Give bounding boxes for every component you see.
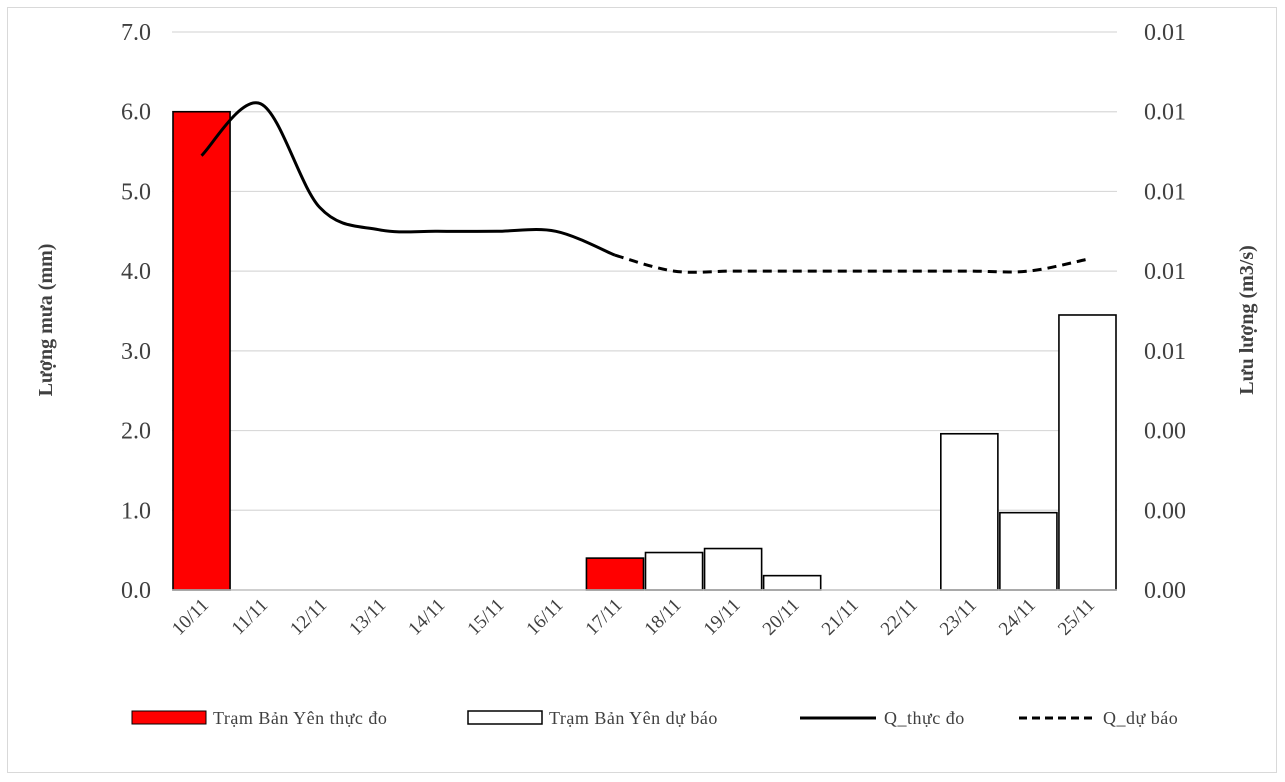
legend-item-0: Trạm Bản Yên thực đo xyxy=(131,708,387,728)
y-axis-right-ticks: 0.00 0.00 0.00 0.01 0.01 0.01 0.01 0.01 xyxy=(1144,20,1186,604)
x-tick-label: 21/11 xyxy=(818,595,863,640)
y-tick-label: 6.0 xyxy=(121,100,151,126)
bar-observed-17-11 xyxy=(585,557,645,591)
y2-tick-label: 0.00 xyxy=(1144,419,1186,445)
x-tick-label: 23/11 xyxy=(936,595,981,640)
y2-tick-label: 0.00 xyxy=(1144,578,1186,604)
y2-axis-title: Lưu lượng (m3/s) xyxy=(1236,245,1258,395)
x-tick-label: 12/11 xyxy=(286,595,331,640)
y2-tick-label: 0.01 xyxy=(1144,20,1186,46)
legend-label-0: Trạm Bản Yên thực đo xyxy=(213,708,387,728)
y-axis-left-ticks: 0.0 1.0 2.0 3.0 4.0 5.0 6.0 7.0 xyxy=(121,20,151,604)
legend-swatch-forecast-rain xyxy=(467,710,543,725)
x-tick-label: 20/11 xyxy=(759,595,804,640)
y-tick-label: 0.0 xyxy=(121,578,151,604)
x-tick-label: 25/11 xyxy=(1054,595,1099,640)
x-tick-label: 18/11 xyxy=(641,595,686,640)
legend-item-2: Q_thực đo xyxy=(800,708,965,728)
x-tick-label: 22/11 xyxy=(877,595,922,640)
y2-tick-label: 0.00 xyxy=(1144,498,1186,524)
y-tick-label: 3.0 xyxy=(121,339,151,365)
x-axis-ticks: 10/11 11/11 12/11 13/11 14/11 15/11 16/11 17/11… xyxy=(168,595,1099,640)
x-tick-label: 13/11 xyxy=(345,595,390,640)
y2-tick-label: 0.01 xyxy=(1144,100,1186,126)
legend-label-2: Q_thực đo xyxy=(884,708,965,728)
y-tick-label: 5.0 xyxy=(121,179,151,205)
y-tick-label: 1.0 xyxy=(121,498,151,524)
legend: Trạm Bản Yên thực đo Trạm Bản Yên dự báo… xyxy=(131,708,1178,728)
y-tick-label: 2.0 xyxy=(121,419,151,445)
x-tick-label: 19/11 xyxy=(700,595,745,640)
bar-forecast-24-11 xyxy=(999,511,1058,591)
bar-forecast-20-11 xyxy=(762,574,822,591)
x-tick-label: 24/11 xyxy=(995,595,1040,640)
legend-item-3: Q_dự báo xyxy=(1019,708,1178,728)
legend-item-1: Trạm Bản Yên dự báo xyxy=(467,708,718,728)
y2-tick-label: 0.01 xyxy=(1144,179,1186,205)
bar-forecast-18-11 xyxy=(644,551,704,591)
bar-forecast-19-11 xyxy=(703,547,763,591)
y-tick-label: 4.0 xyxy=(121,259,151,285)
x-tick-label: 15/11 xyxy=(463,595,508,640)
x-tick-label: 11/11 xyxy=(228,595,272,639)
x-tick-label: 17/11 xyxy=(582,595,627,640)
bars xyxy=(172,110,1117,591)
bar-observed-10-11 xyxy=(172,110,231,591)
lines xyxy=(200,101,1088,274)
y2-tick-label: 0.01 xyxy=(1144,259,1186,285)
y2-tick-label: 0.01 xyxy=(1144,339,1186,365)
y-axis-title: Lượng mưa (mm) xyxy=(35,244,57,397)
line-q-forecast xyxy=(614,253,1088,274)
x-tick-label: 16/11 xyxy=(522,595,567,640)
x-tick-label: 10/11 xyxy=(168,595,213,640)
legend-label-1: Trạm Bản Yên dự báo xyxy=(549,708,718,728)
bar-forecast-23-11 xyxy=(940,432,999,591)
legend-label-3: Q_dự báo xyxy=(1103,708,1178,728)
y-tick-label: 7.0 xyxy=(121,20,151,46)
line-q-observed xyxy=(200,101,616,257)
bar-forecast-25-11 xyxy=(1058,314,1117,591)
x-tick-label: 14/11 xyxy=(404,595,449,640)
legend-swatch-observed-rain xyxy=(131,710,207,725)
